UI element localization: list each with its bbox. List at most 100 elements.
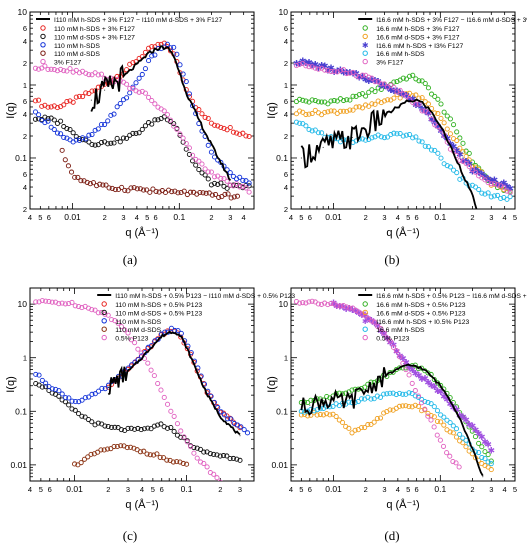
x-tick-label: 4 [289, 213, 293, 222]
data-point [178, 334, 184, 340]
data-point [476, 208, 478, 209]
data-point [152, 344, 154, 346]
data-point [32, 109, 39, 115]
data-point [303, 123, 309, 129]
data-point [72, 461, 78, 467]
data-point [438, 155, 444, 161]
data-point [303, 300, 309, 306]
data-point [135, 425, 141, 432]
data-point [324, 393, 330, 400]
data-point [170, 459, 176, 465]
data-point [403, 76, 409, 82]
data-point [90, 180, 97, 186]
data-point [463, 161, 469, 167]
data-point [98, 140, 104, 146]
data-point [65, 163, 71, 169]
y-tick-label: 0.01 [10, 460, 27, 470]
data-point [162, 189, 169, 196]
data-point [214, 475, 220, 481]
data-point [473, 184, 479, 190]
data-point [312, 97, 318, 104]
data-point [353, 104, 359, 110]
data-point [406, 390, 412, 396]
data-point [95, 72, 101, 78]
data-point [211, 471, 217, 477]
data-point [312, 127, 318, 133]
x-axis-label: q (Å⁻¹) [386, 226, 419, 239]
data-point: ✱ [333, 301, 341, 311]
data-point [359, 91, 365, 97]
series-4 [59, 147, 241, 201]
data-point [39, 377, 45, 383]
data-point [138, 350, 144, 356]
data-point [146, 94, 152, 100]
data-point [363, 137, 369, 143]
data-point [104, 446, 111, 452]
data-point [341, 67, 347, 73]
x-tick-label: 5 [299, 485, 303, 494]
data-point [173, 56, 175, 58]
data-point: ✱ [424, 378, 432, 388]
data-point: ✱ [491, 175, 499, 185]
data-point [473, 169, 479, 175]
data-point [309, 151, 311, 153]
data-point [293, 111, 300, 117]
data-point [70, 130, 76, 136]
data-point [130, 84, 136, 90]
data-point [362, 424, 368, 431]
data-point: ✱ [459, 412, 467, 422]
data-point [441, 414, 447, 420]
data-point [148, 426, 154, 432]
data-point [174, 126, 180, 132]
data-point [349, 387, 355, 393]
legend-entry-label: I110 mM h-SDS + 0.5% P123 − I110 mM d-SD… [115, 293, 295, 300]
data-point [46, 299, 52, 305]
data-point [416, 138, 422, 144]
data-point [59, 147, 65, 153]
data-point [171, 428, 177, 435]
data-point [243, 133, 249, 139]
data-point [438, 101, 444, 107]
data-point: ✱ [437, 126, 445, 136]
data-point [76, 93, 83, 99]
data-point [400, 133, 406, 139]
data-point [164, 425, 171, 431]
data-point: ✱ [488, 445, 496, 455]
y-tick-label: 10 [18, 299, 28, 309]
data-point [406, 372, 412, 378]
data-point [72, 174, 78, 180]
data-point [180, 336, 182, 338]
data-point: ✱ [475, 167, 483, 177]
data-point [136, 89, 142, 95]
data-point [378, 134, 384, 140]
data-point [434, 418, 441, 424]
panel-label-a: (a) [123, 252, 137, 267]
data-point [118, 324, 124, 330]
data-point [175, 331, 177, 333]
data-point [134, 186, 140, 192]
data-point [56, 301, 62, 307]
data-point [479, 454, 485, 461]
x-tick-label: 5 [513, 485, 517, 494]
data-point [451, 167, 457, 173]
data-point: ✱ [443, 395, 451, 405]
data-point [122, 187, 128, 193]
data-point: ✱ [406, 94, 414, 104]
data-point [162, 46, 164, 48]
data-point [397, 354, 403, 360]
data-point [388, 132, 394, 138]
data-point [208, 149, 214, 155]
data-point [36, 66, 42, 72]
data-point [207, 451, 213, 457]
data-point [157, 454, 163, 460]
data-point: ✱ [487, 176, 495, 186]
data-point [394, 348, 400, 354]
x-tick-label: 2 [106, 485, 110, 494]
data-point [187, 95, 189, 97]
data-point [58, 118, 64, 124]
data-point [374, 393, 380, 399]
data-point [444, 113, 450, 119]
data-point [140, 187, 147, 193]
